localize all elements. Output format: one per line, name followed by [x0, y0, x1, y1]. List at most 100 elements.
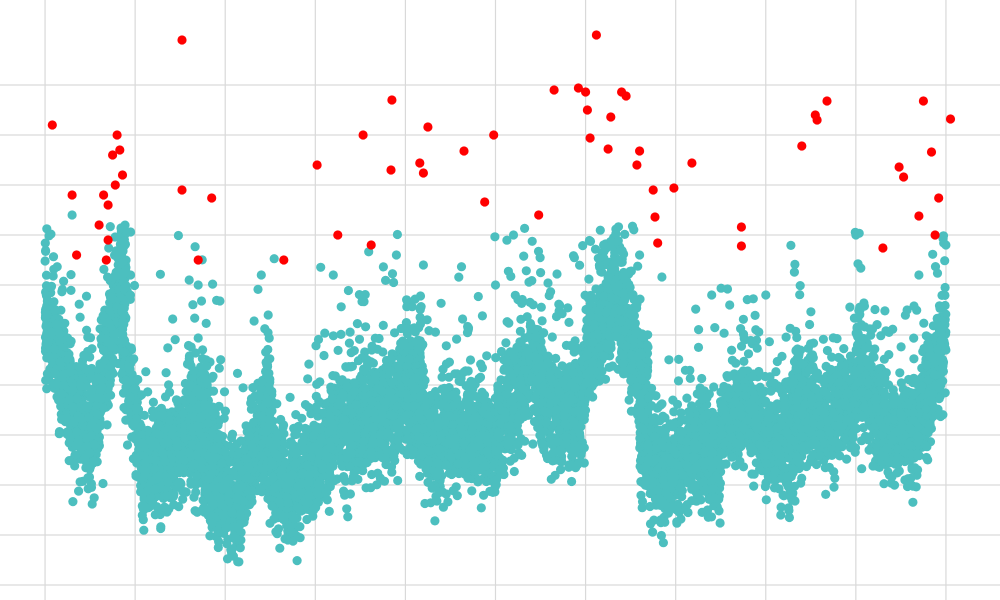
data-point — [272, 438, 282, 448]
data-point — [235, 543, 245, 553]
data-point — [381, 275, 391, 285]
data-point — [316, 433, 326, 444]
data-point — [139, 451, 149, 461]
data-point — [395, 442, 405, 452]
data-point — [104, 318, 114, 328]
data-point — [184, 354, 194, 364]
data-point — [257, 377, 267, 387]
data-point — [86, 482, 97, 492]
data-point — [297, 413, 307, 423]
data-point — [345, 327, 355, 337]
data-point — [346, 348, 356, 358]
data-point — [170, 335, 180, 345]
data-point — [389, 277, 399, 288]
data-point — [186, 479, 196, 489]
data-point — [102, 420, 112, 430]
data-point — [105, 379, 115, 389]
data-point — [304, 359, 314, 369]
data-point — [42, 291, 52, 301]
data-point — [125, 290, 135, 300]
data-point — [262, 426, 272, 436]
data-point — [42, 310, 52, 320]
data-point — [215, 493, 225, 503]
data-point — [48, 271, 58, 281]
data-point — [360, 290, 370, 300]
data-point — [232, 368, 243, 378]
data-point — [264, 414, 274, 424]
data-point — [302, 460, 312, 470]
normal-series — [40, 210, 951, 567]
data-point — [317, 459, 327, 469]
data-point — [158, 410, 168, 420]
data-point — [196, 296, 207, 306]
data-point — [68, 402, 78, 412]
data-point — [278, 422, 288, 432]
data-point — [148, 441, 158, 451]
data-point — [222, 523, 232, 533]
data-point — [98, 478, 108, 489]
data-point — [324, 426, 334, 436]
data-point — [416, 302, 426, 312]
data-point — [163, 437, 173, 447]
data-point — [173, 230, 183, 241]
data-point — [119, 347, 129, 357]
data-point — [378, 320, 388, 330]
data-point — [378, 262, 388, 272]
data-point — [202, 361, 212, 371]
data-point — [40, 238, 50, 248]
data-point — [387, 377, 397, 387]
data-point — [72, 394, 82, 404]
data-point — [185, 380, 196, 390]
data-point — [141, 367, 151, 377]
data-point — [207, 518, 217, 529]
data-point — [262, 360, 272, 370]
data-point — [294, 503, 304, 513]
data-point — [168, 491, 179, 501]
data-point — [117, 304, 127, 315]
data-point — [203, 418, 213, 429]
data-point — [173, 478, 183, 488]
data-point — [40, 256, 50, 266]
data-point — [312, 487, 322, 498]
data-point — [342, 504, 352, 514]
data-point — [168, 314, 178, 324]
data-point — [275, 543, 285, 553]
data-point — [198, 345, 208, 355]
data-point — [72, 427, 82, 437]
data-point — [129, 384, 139, 394]
data-point — [345, 489, 355, 499]
data-point — [82, 325, 92, 335]
data-point — [352, 319, 362, 329]
data-point — [232, 483, 242, 493]
data-point — [257, 487, 267, 497]
data-point — [87, 499, 97, 509]
data-point — [52, 262, 62, 272]
data-point — [189, 459, 199, 470]
data-point — [386, 387, 396, 397]
data-point — [248, 417, 259, 428]
data-point — [121, 375, 131, 386]
data-point — [140, 468, 150, 479]
data-point — [148, 397, 158, 407]
data-point — [89, 456, 99, 466]
data-point — [248, 383, 258, 393]
data-point — [371, 370, 381, 380]
data-point — [392, 229, 402, 240]
data-point — [224, 474, 235, 484]
data-point — [160, 392, 171, 402]
data-point — [361, 354, 371, 364]
data-point — [133, 374, 143, 385]
data-point — [129, 280, 140, 291]
data-point — [188, 300, 198, 310]
data-point — [212, 295, 222, 305]
data-point — [82, 402, 92, 412]
data-point — [105, 337, 115, 347]
data-point — [335, 376, 345, 386]
data-point — [214, 363, 224, 373]
data-point — [193, 333, 203, 343]
data-point — [363, 408, 373, 418]
data-point — [232, 493, 242, 504]
data-point — [92, 393, 102, 403]
data-point — [199, 373, 209, 383]
